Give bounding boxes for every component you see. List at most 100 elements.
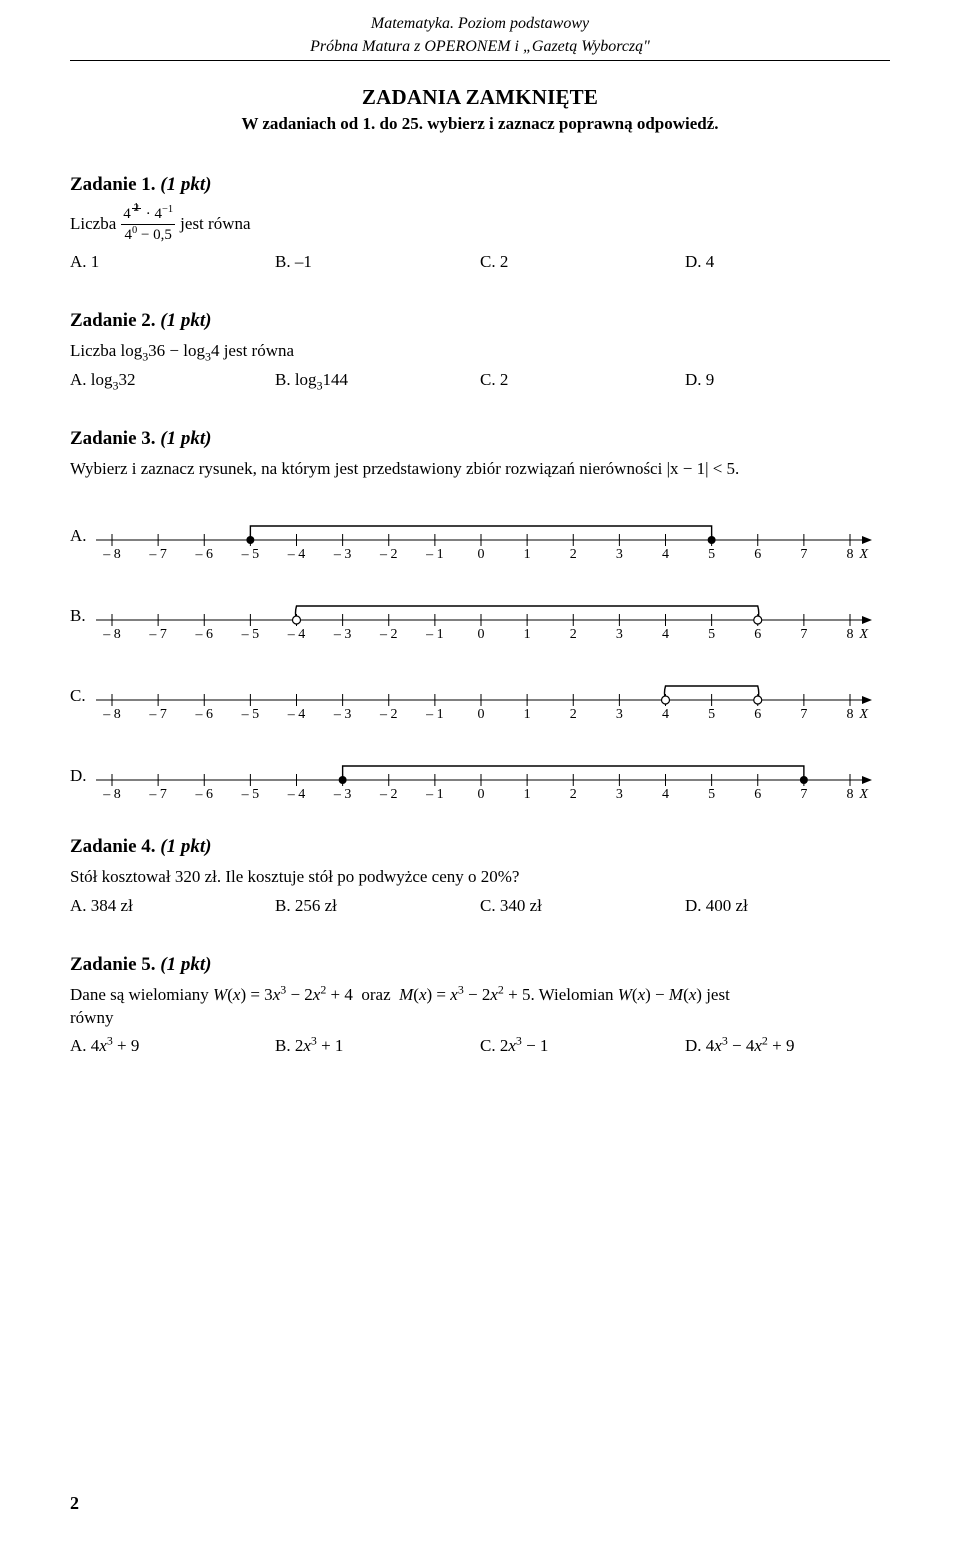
svg-text:– 6: – 6 [195, 547, 214, 560]
task5-choices: A. 4x3 + 9 B. 2x3 + 1 C. 2x3 − 1 D. 4x3 … [70, 1035, 890, 1058]
svg-text:– 3: – 3 [333, 707, 352, 720]
task3-option-c-numberline: – 8– 7– 6– 5– 4– 3– 2– 1012345678X [94, 670, 890, 720]
task2-heading: Zadanie 2. (1 pkt) [70, 308, 890, 334]
task2-choice-d[interactable]: D. 9 [685, 369, 890, 392]
task3-heading-text: Zadanie 3. [70, 428, 160, 449]
svg-text:– 1: – 1 [425, 707, 444, 720]
svg-text:5: 5 [708, 547, 715, 560]
task5-choice-a[interactable]: A. 4x3 + 9 [70, 1035, 275, 1058]
svg-text:– 8: – 8 [102, 707, 121, 720]
task1-choice-d[interactable]: D. 4 [685, 251, 890, 274]
section-title: ZADANIA ZAMKNIĘTE [70, 83, 890, 111]
svg-text:0: 0 [478, 787, 485, 800]
svg-text:– 4: – 4 [287, 707, 306, 720]
svg-text:– 2: – 2 [379, 547, 398, 560]
section-subtitle: W zadaniach od 1. do 25. wybierz i zazna… [70, 113, 890, 136]
task3-option-a-label: A. [70, 523, 94, 548]
svg-text:– 6: – 6 [195, 707, 214, 720]
svg-text:2: 2 [570, 547, 577, 560]
svg-text:3: 3 [616, 707, 623, 720]
task4-choice-a[interactable]: A. 384 zł [70, 895, 275, 918]
svg-text:8: 8 [847, 627, 854, 640]
task5-body-cont: równy [70, 1008, 113, 1027]
svg-text:– 6: – 6 [195, 787, 214, 800]
task4-choices: A. 384 zł B. 256 zł C. 340 zł D. 400 zł [70, 895, 890, 918]
task5-body: Dane są wielomiany W(x) = 3x3 − 2x2 + 4 … [70, 984, 890, 1030]
svg-text:5: 5 [708, 627, 715, 640]
task4-body: Stół kosztował 320 zł. Ile kosztuje stół… [70, 866, 890, 889]
task3-option-d-numberline: – 8– 7– 6– 5– 4– 3– 2– 1012345678X [94, 750, 890, 800]
svg-text:– 4: – 4 [287, 787, 306, 800]
task1-heading: Zadanie 1. (1 pkt) [70, 172, 890, 198]
svg-text:3: 3 [616, 547, 623, 560]
svg-text:– 8: – 8 [102, 547, 121, 560]
task4-heading-text: Zadanie 4. [70, 836, 160, 857]
task5-choice-d[interactable]: D. 4x3 − 4x2 + 9 [685, 1035, 890, 1058]
task4-choice-d[interactable]: D. 400 zł [685, 895, 890, 918]
svg-text:6: 6 [754, 707, 761, 720]
task3-option-b[interactable]: B.– 8– 7– 6– 5– 4– 3– 2– 1012345678X [70, 590, 890, 640]
task5-body-main: Dane są wielomiany W(x) = 3x3 − 2x2 + 4 … [70, 985, 730, 1004]
svg-text:1: 1 [524, 627, 531, 640]
task3-body: Wybierz i zaznacz rysunek, na którym jes… [70, 458, 890, 481]
task2-points: (1 pkt) [160, 310, 211, 331]
task3-option-b-numberline: – 8– 7– 6– 5– 4– 3– 2– 1012345678X [94, 590, 890, 640]
task3-option-d[interactable]: D.– 8– 7– 6– 5– 4– 3– 2– 1012345678X [70, 750, 890, 800]
task4-heading: Zadanie 4. (1 pkt) [70, 834, 890, 860]
task3-option-a-numberline: – 8– 7– 6– 5– 4– 3– 2– 1012345678X [94, 510, 890, 560]
task3-option-a[interactable]: A.– 8– 7– 6– 5– 4– 3– 2– 1012345678X [70, 510, 890, 560]
task1-points: (1 pkt) [160, 174, 211, 195]
svg-text:4: 4 [662, 627, 669, 640]
task1-choices: A. 1 B. –1 C. 2 D. 4 [70, 251, 890, 274]
task3-option-c[interactable]: C.– 8– 7– 6– 5– 4– 3– 2– 1012345678X [70, 670, 890, 720]
svg-text:1: 1 [524, 547, 531, 560]
task3-numberlines: A.– 8– 7– 6– 5– 4– 3– 2– 1012345678XB.– … [70, 510, 890, 800]
task2-choice-c[interactable]: C. 2 [480, 369, 685, 392]
svg-text:0: 0 [478, 627, 485, 640]
svg-text:7: 7 [800, 787, 807, 800]
svg-text:– 5: – 5 [241, 627, 260, 640]
task5-choice-c[interactable]: C. 2x3 − 1 [480, 1035, 685, 1058]
task5-choice-b[interactable]: B. 2x3 + 1 [275, 1035, 480, 1058]
svg-text:0: 0 [478, 547, 485, 560]
task3-option-b-label: B. [70, 603, 94, 628]
task4-choice-b[interactable]: B. 256 zł [275, 895, 480, 918]
svg-text:– 1: – 1 [425, 787, 444, 800]
task1-choice-c[interactable]: C. 2 [480, 251, 685, 274]
svg-text:– 3: – 3 [333, 787, 352, 800]
task1-choice-a[interactable]: A. 1 [70, 251, 275, 274]
svg-text:– 7: – 7 [148, 627, 167, 640]
svg-text:X: X [858, 787, 868, 800]
task3-option-c-label: C. [70, 683, 94, 708]
svg-text:– 7: – 7 [148, 787, 167, 800]
task5-points: (1 pkt) [160, 954, 211, 975]
task3-heading: Zadanie 3. (1 pkt) [70, 426, 890, 452]
svg-text:– 6: – 6 [195, 627, 214, 640]
svg-text:– 4: – 4 [287, 627, 306, 640]
svg-text:4: 4 [662, 547, 669, 560]
task4-choice-c[interactable]: C. 340 zł [480, 895, 685, 918]
svg-text:2: 2 [570, 787, 577, 800]
svg-text:– 7: – 7 [148, 707, 167, 720]
svg-text:– 3: – 3 [333, 547, 352, 560]
task1-body: Liczba 412 · 4−1 40 − 0,5 jest równa [70, 204, 890, 246]
svg-text:– 2: – 2 [379, 707, 398, 720]
svg-text:X: X [858, 547, 868, 560]
svg-text:6: 6 [754, 627, 761, 640]
task2-choice-b[interactable]: B. log3144 [275, 369, 480, 392]
svg-text:8: 8 [847, 707, 854, 720]
task5-heading: Zadanie 5. (1 pkt) [70, 952, 890, 978]
svg-text:X: X [858, 627, 868, 640]
svg-text:8: 8 [847, 547, 854, 560]
task2-heading-text: Zadanie 2. [70, 310, 160, 331]
task3-option-d-label: D. [70, 763, 94, 788]
svg-text:– 5: – 5 [241, 547, 260, 560]
svg-text:1: 1 [524, 707, 531, 720]
svg-text:– 2: – 2 [379, 787, 398, 800]
svg-text:5: 5 [708, 787, 715, 800]
task1-suffix: jest równa [180, 213, 250, 236]
svg-text:6: 6 [754, 787, 761, 800]
header-rule [70, 60, 890, 61]
task1-choice-b[interactable]: B. –1 [275, 251, 480, 274]
task2-choice-a[interactable]: A. log332 [70, 369, 275, 392]
